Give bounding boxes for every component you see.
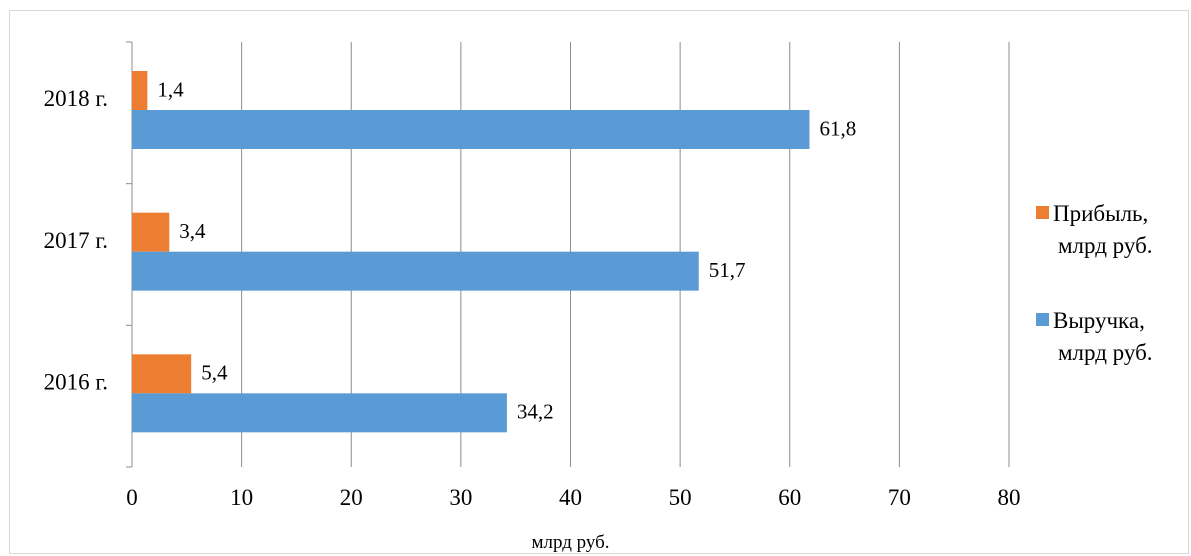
bar-revenue — [132, 251, 699, 291]
legend-label: млрд руб. — [1058, 340, 1153, 365]
axes: 0 10 20 30 40 50 60 70 80 2016 г. 2017 г. 2018 г. мл… — [44, 41, 1021, 553]
bars — [132, 71, 810, 433]
legend-label: Выручка, — [1053, 308, 1145, 333]
data-label: 51,7 — [709, 258, 746, 282]
x-tick-label: 80 — [998, 485, 1021, 510]
data-label: 61,8 — [819, 116, 856, 140]
bar-profit — [132, 212, 170, 252]
bar-profit — [132, 354, 192, 394]
chart-frame — [9, 10, 1189, 554]
data-label: 34,2 — [517, 400, 554, 424]
legend-label: Прибыль, — [1053, 201, 1148, 226]
data-label: 5,4 — [201, 361, 228, 385]
x-tick-label: 10 — [230, 485, 253, 510]
x-tick-label: 40 — [559, 485, 582, 510]
category-label: 2018 г. — [44, 86, 108, 111]
legend-swatch-profit — [1036, 206, 1049, 219]
data-label: 3,4 — [179, 219, 206, 243]
x-tick-label: 70 — [888, 485, 911, 510]
legend-label: млрд руб. — [1058, 233, 1153, 258]
category-label: 2016 г. — [44, 369, 108, 394]
category-label: 2017 г. — [44, 228, 108, 253]
x-tick-label: 0 — [126, 485, 138, 510]
legend-swatch-revenue — [1036, 313, 1049, 326]
bar-revenue — [132, 110, 810, 149]
x-tick-label: 30 — [449, 485, 472, 510]
labels: 5,4 34,2 3,4 51,7 1,4 61,8 — [157, 77, 856, 423]
data-label: 1,4 — [157, 77, 184, 101]
x-axis-title: млрд руб. — [531, 532, 609, 553]
x-tick-label: 50 — [669, 485, 692, 510]
x-tick-label: 20 — [340, 485, 363, 510]
x-tick-label: 60 — [778, 485, 801, 510]
bar-profit — [132, 71, 148, 110]
legend: Прибыль, млрд руб. Выручка, млрд руб. — [1036, 201, 1153, 365]
bar-revenue — [132, 393, 507, 433]
